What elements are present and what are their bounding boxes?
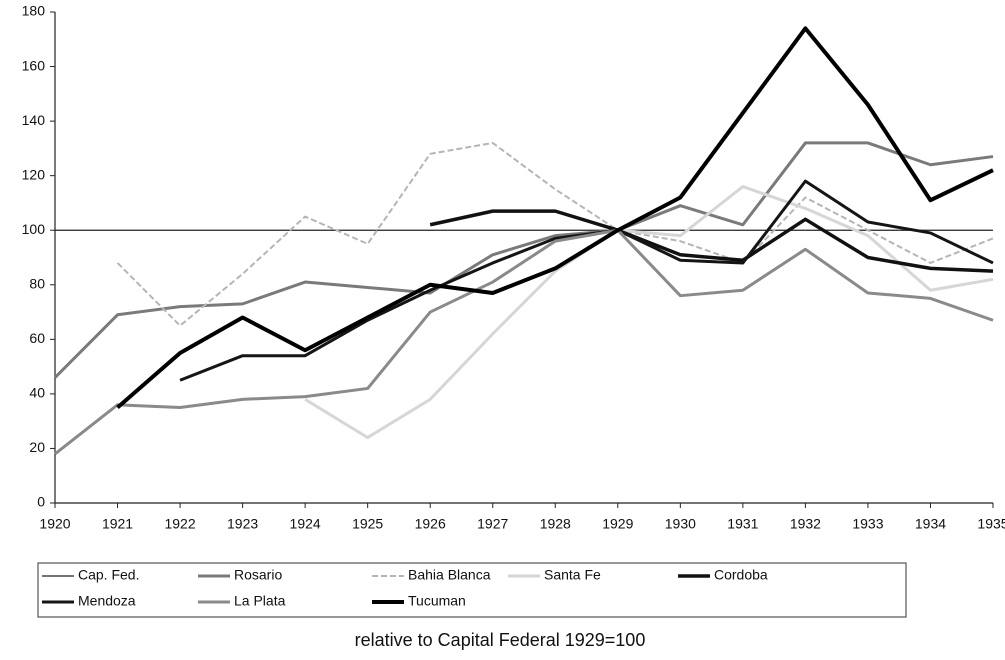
y-tick-label: 180 (22, 3, 46, 19)
series-line (54, 228, 994, 456)
legend-label: Santa Fe (544, 567, 601, 583)
x-tick-label: 1928 (540, 516, 571, 532)
caption: relative to Capital Federal 1929=100 (355, 630, 646, 650)
y-tick-label: 120 (22, 166, 46, 182)
x-tick-label: 1920 (39, 516, 70, 532)
y-tick-label: 100 (22, 221, 46, 237)
legend-label: Rosario (234, 567, 282, 583)
legend-label: Cordoba (714, 567, 768, 583)
x-tick-label: 1924 (290, 516, 321, 532)
x-tick-label: 1930 (665, 516, 696, 532)
legend-label: Cap. Fed. (78, 567, 139, 583)
x-tick-label: 1922 (164, 516, 195, 532)
y-tick-label: 140 (22, 112, 46, 128)
x-tick-label: 1921 (102, 516, 133, 532)
legend-label: Mendoza (78, 593, 136, 609)
legend-label: Tucuman (408, 593, 466, 609)
y-tick-label: 40 (29, 385, 45, 401)
y-tick-label: 160 (22, 57, 46, 73)
x-tick-label: 1932 (790, 516, 821, 532)
x-tick-label: 1931 (727, 516, 758, 532)
x-tick-label: 1935 (977, 516, 1005, 532)
y-tick-label: 60 (29, 330, 45, 346)
x-tick-label: 1926 (415, 516, 446, 532)
series-line (429, 209, 994, 273)
y-tick-label: 80 (29, 275, 45, 291)
x-tick-label: 1923 (227, 516, 258, 532)
series-line (53, 141, 994, 379)
y-tick-label: 20 (29, 439, 45, 455)
x-tick-label: 1927 (477, 516, 508, 532)
x-tick-label: 1933 (852, 516, 883, 532)
legend-label: La Plata (234, 593, 286, 609)
series-line (116, 26, 994, 410)
series-line (304, 185, 994, 440)
series-line (116, 141, 994, 327)
x-tick-label: 1929 (602, 516, 633, 532)
y-tick-label: 0 (37, 494, 45, 510)
x-tick-label: 1925 (352, 516, 383, 532)
x-tick-label: 1934 (915, 516, 946, 532)
legend-label: Bahia Blanca (408, 567, 491, 583)
legend-box (37, 562, 907, 618)
